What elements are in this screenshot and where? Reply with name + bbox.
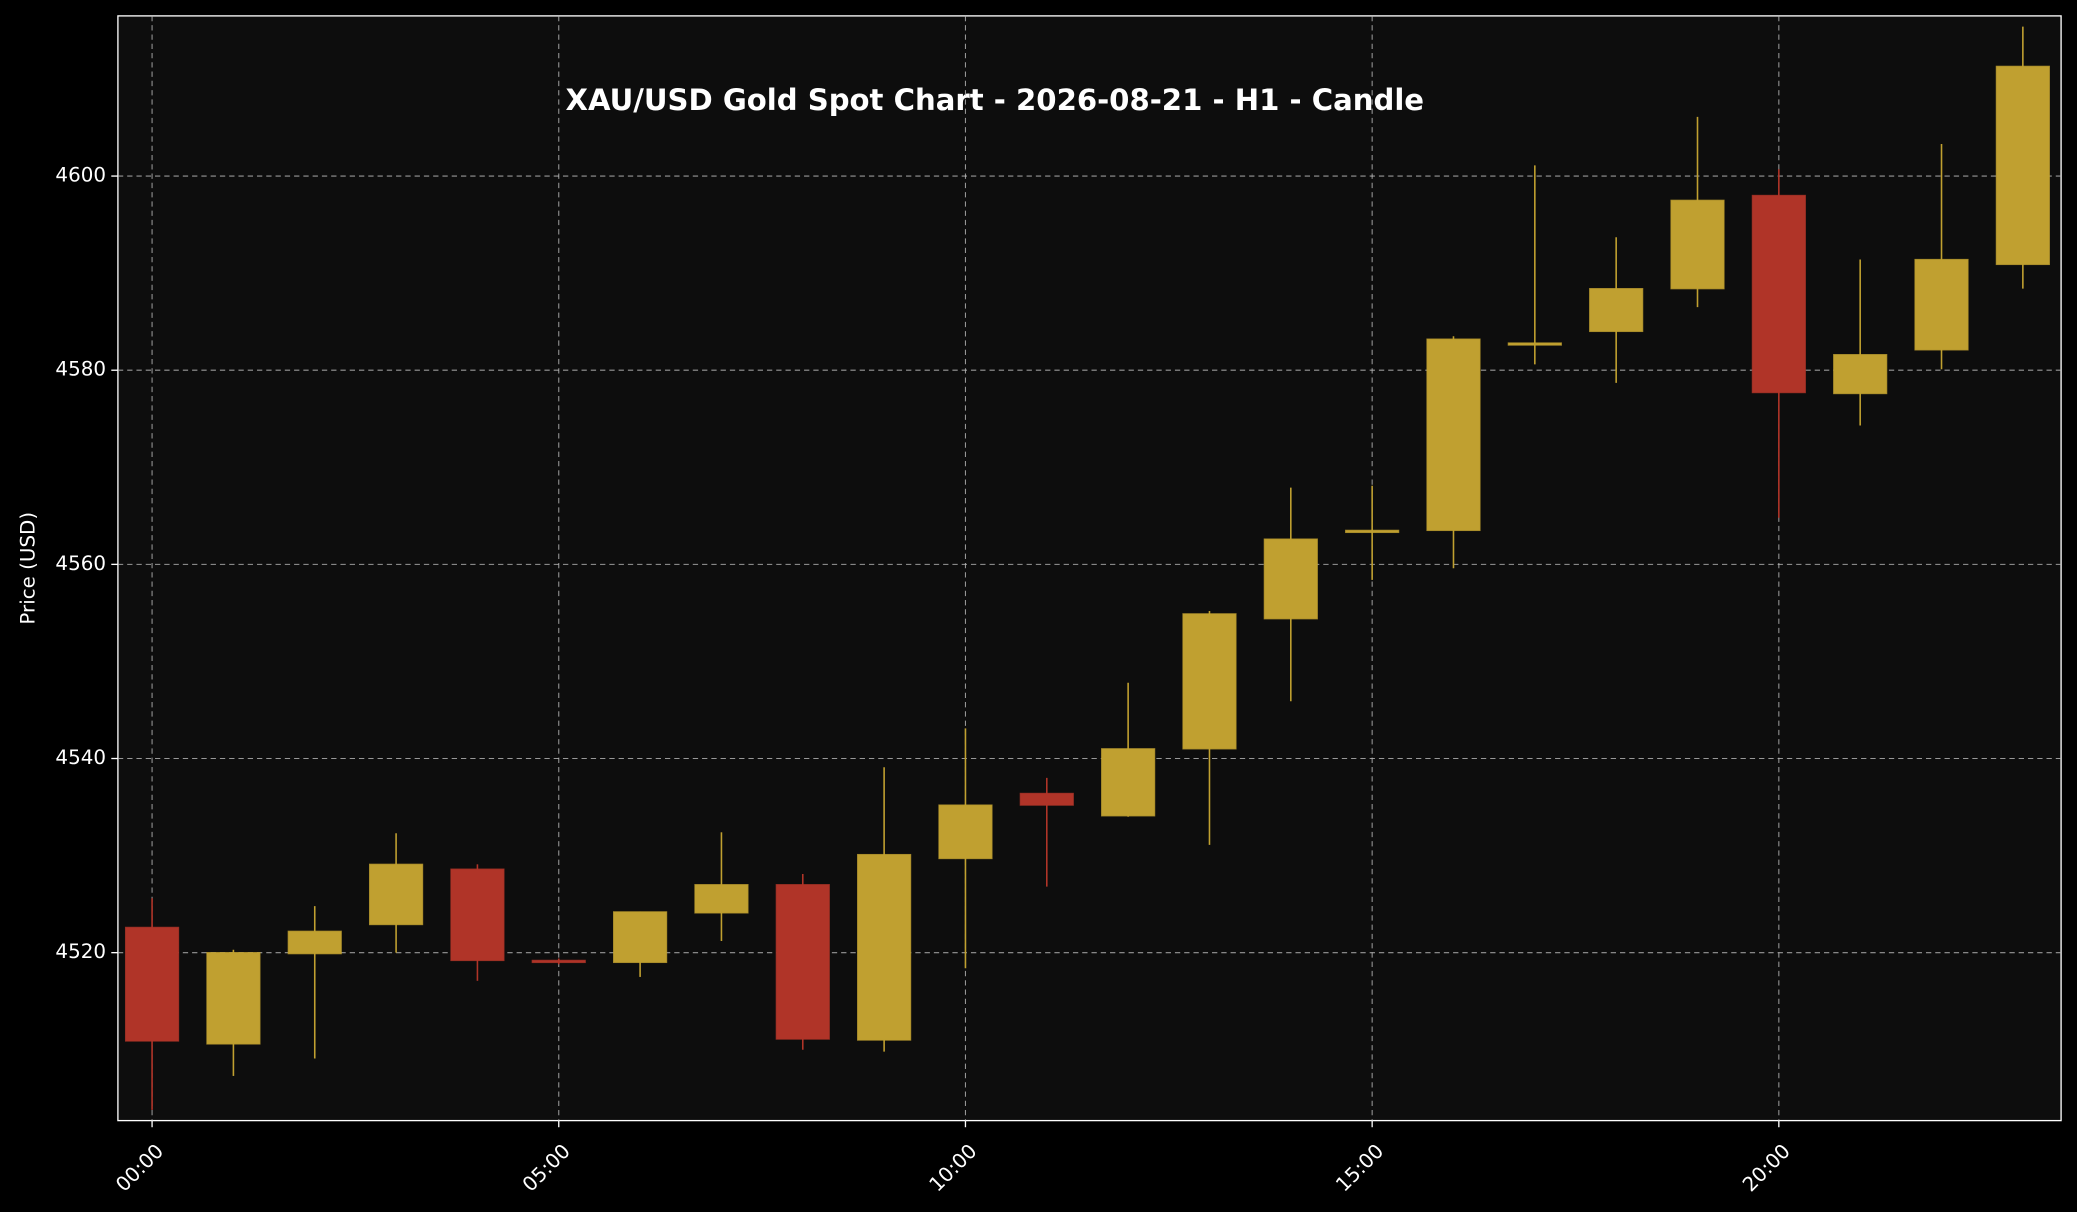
candle-body [694,884,749,914]
candle-body [1914,258,1969,351]
y-axis-label: Price (USD) [17,512,40,625]
candle-body [1263,538,1318,620]
candle-body [1751,194,1806,394]
candle-body [531,959,586,964]
candle-body [1670,199,1725,290]
candle-body [775,884,830,1040]
candle-body [1589,288,1644,333]
y-tick-label: 4540 [55,746,106,769]
candle-body [613,911,668,964]
candle-body [857,853,912,1041]
y-tick-label: 4580 [55,358,106,381]
plot-area [117,15,2062,1122]
candle-body [450,868,505,962]
candle-body [1507,342,1562,346]
candle-body [938,804,993,860]
candle-body [368,863,424,926]
candle-body [1833,354,1888,395]
candle-body [1345,529,1400,534]
candle-body [206,952,261,1045]
candle-body [1019,792,1074,806]
candle-body [287,930,342,955]
candle-body [1101,748,1156,817]
y-tick-label: 4600 [55,164,106,187]
chart-title: XAU/USD Gold Spot Chart - 2026-08-21 - H… [566,83,1425,117]
candle-body [1995,65,2050,266]
y-tick-label: 4560 [55,552,106,575]
candle-body [1426,338,1481,532]
candle-body [124,926,180,1042]
candle-body [1182,613,1237,750]
y-tick-label: 4520 [55,940,106,963]
